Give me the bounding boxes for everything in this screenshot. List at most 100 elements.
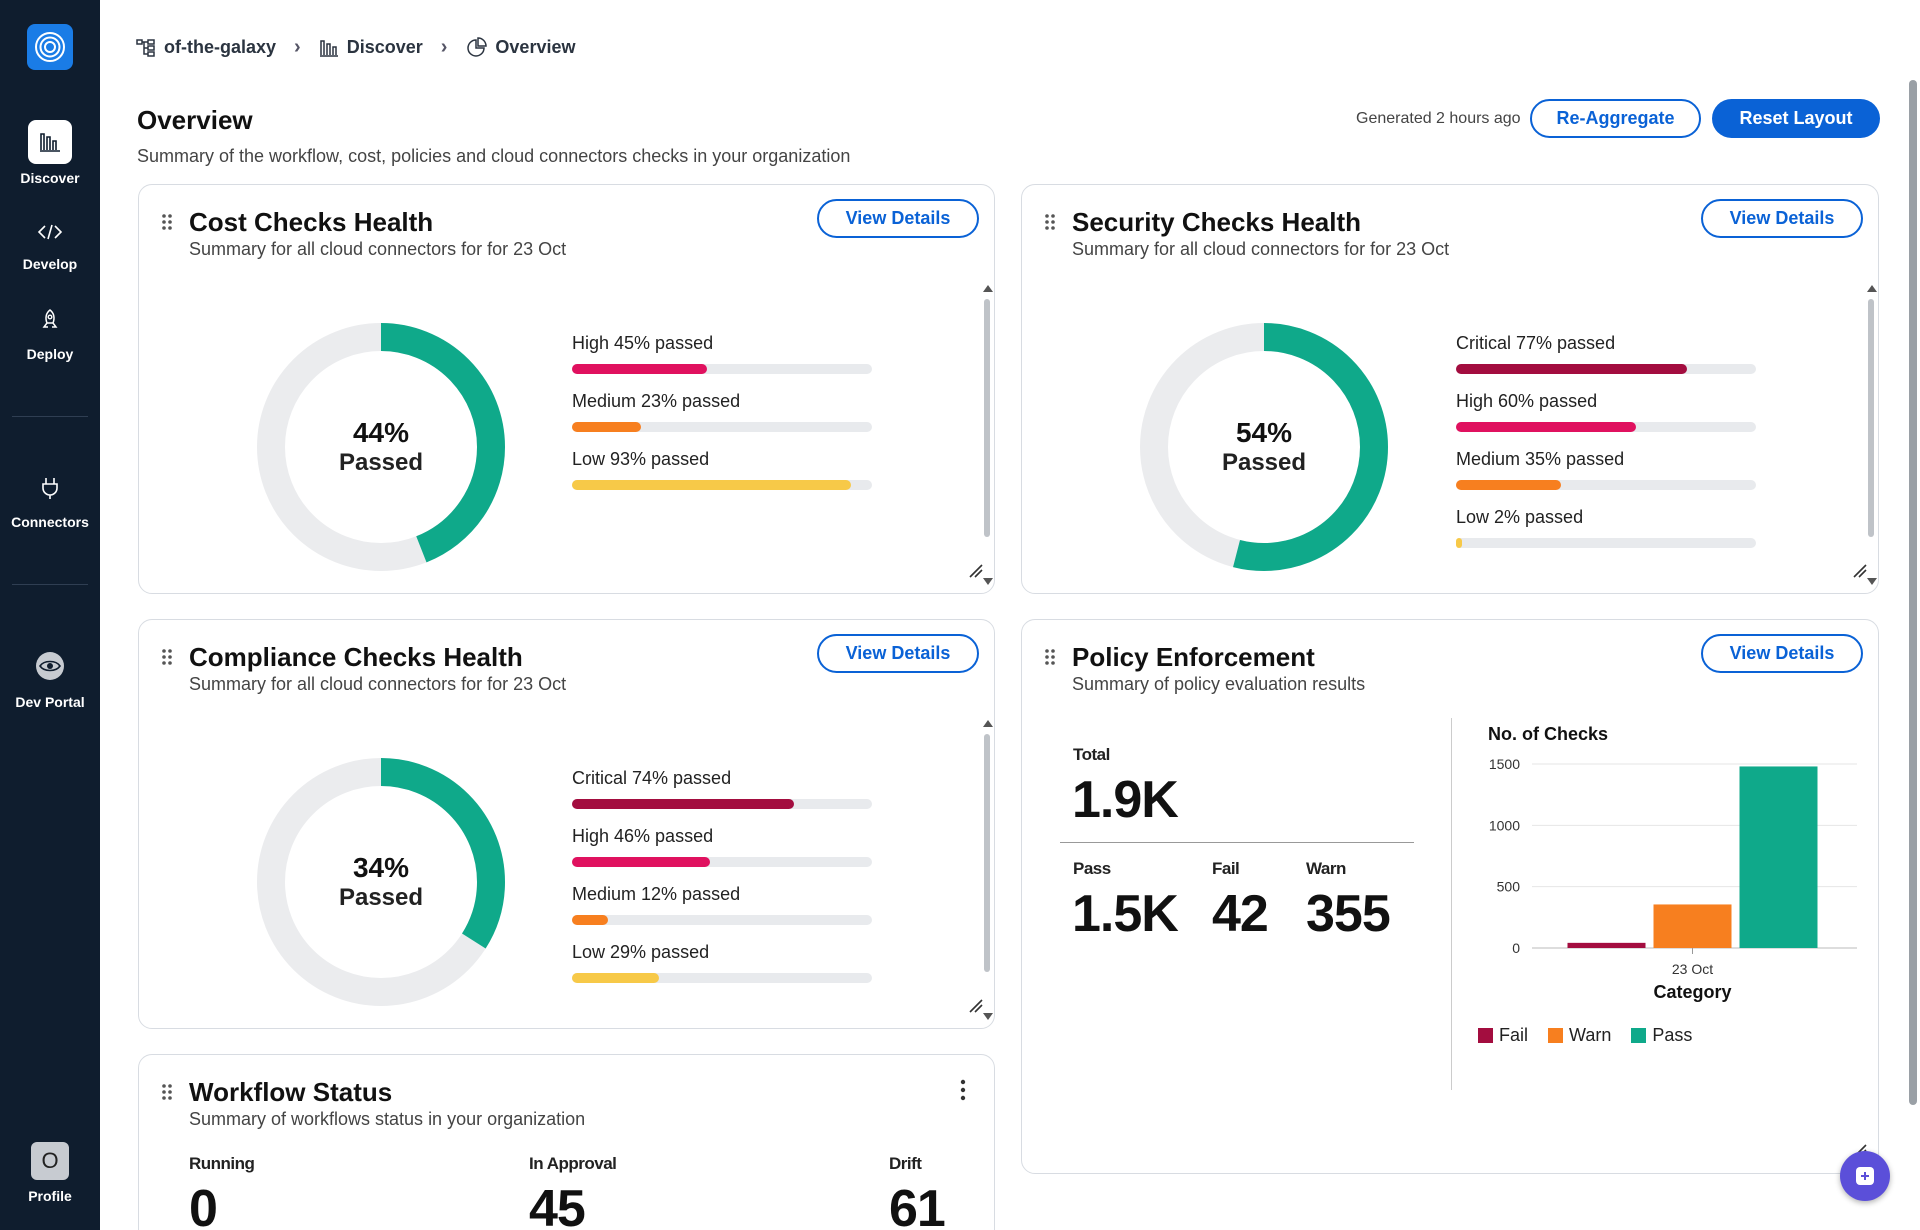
compliance-donut <box>257 758 505 1006</box>
page-scrollbar[interactable] <box>1909 80 1917 1105</box>
drag-handle-icon[interactable] <box>1044 648 1056 666</box>
card-subtitle: Summary of workflows status in your orga… <box>189 1109 586 1129</box>
view-details-button[interactable]: View Details <box>1701 634 1863 673</box>
y-tick-label: 1000 <box>1489 817 1520 833</box>
scrollbar[interactable] <box>984 299 990 537</box>
progress-label: Critical 74% passed <box>572 768 732 788</box>
resize-handle-icon[interactable] <box>968 998 984 1014</box>
scroll-up-arrow[interactable] <box>983 720 993 727</box>
bar-fail[interactable] <box>1567 942 1646 948</box>
sidebar-item-discover[interactable]: Discover <box>0 120 100 186</box>
progress-fill <box>1456 480 1561 490</box>
chat-icon <box>1856 1167 1874 1185</box>
card-title: Policy Enforcement <box>1072 642 1315 672</box>
view-details-button[interactable]: View Details <box>1701 199 1863 238</box>
drag-handle-icon[interactable] <box>161 648 173 666</box>
breadcrumb-page-label: Overview <box>495 37 576 57</box>
policy-enforcement-card: Policy Enforcement Summary of policy eva… <box>1021 619 1879 1174</box>
stats-divider <box>1060 842 1414 843</box>
warn-value: 355 <box>1306 885 1391 943</box>
fail-value: 42 <box>1212 885 1269 943</box>
donut-percent: 44% <box>352 417 410 448</box>
panel-divider <box>1451 718 1452 1090</box>
drift-label: Drift <box>889 1154 922 1173</box>
security-donut <box>1140 323 1388 571</box>
scrollbar[interactable] <box>1868 299 1874 537</box>
code-icon <box>28 210 72 254</box>
progress-track <box>1456 480 1756 490</box>
progress-row: High 46% passed <box>572 826 872 884</box>
compliance-checks-card: Compliance Checks Health Summary for all… <box>138 619 995 1029</box>
progress-label: Low 2% passed <box>1456 507 1584 527</box>
progress-row: Critical 74% passed <box>572 768 872 826</box>
resize-handle-icon[interactable] <box>1852 563 1868 579</box>
breadcrumb-org-label: of-the-galaxy <box>164 37 277 57</box>
card-subtitle: Summary of policy evaluation results <box>1072 674 1366 694</box>
avatar: O <box>31 1142 69 1180</box>
scroll-down-arrow[interactable] <box>1867 578 1877 585</box>
in-approval-label: In Approval <box>529 1154 617 1173</box>
chat-fab-button[interactable] <box>1840 1151 1890 1201</box>
progress-row: High 60% passed <box>1456 391 1756 449</box>
progress-label: Medium 23% passed <box>572 391 741 411</box>
drift-value: 61 <box>889 1180 946 1230</box>
running-value: 0 <box>189 1180 218 1230</box>
legend-item-warn[interactable]: Warn <box>1548 1025 1611 1046</box>
progress-label: High 46% passed <box>572 826 714 846</box>
sidebar-item-develop[interactable]: Develop <box>0 210 100 272</box>
sidebar-item-label: Profile <box>28 1188 72 1204</box>
reset-layout-button[interactable]: Reset Layout <box>1712 99 1880 138</box>
progress-row: Low 2% passed <box>1456 507 1756 565</box>
breadcrumb-org[interactable]: of-the-galaxy <box>136 37 276 58</box>
donut-passed-arc <box>257 758 505 1006</box>
legend-item-pass[interactable]: Pass <box>1631 1025 1692 1046</box>
page-subtitle: Summary of the workflow, cost, policies … <box>137 146 851 166</box>
progress-track <box>1456 538 1756 548</box>
drag-handle-icon[interactable] <box>161 1083 173 1101</box>
reaggregate-button[interactable]: Re-Aggregate <box>1530 99 1701 138</box>
bar-warn[interactable] <box>1653 904 1732 948</box>
total-label: Total <box>1073 745 1110 764</box>
drag-handle-icon[interactable] <box>161 213 173 231</box>
legend-swatch <box>1548 1028 1564 1043</box>
bar-pass[interactable] <box>1739 766 1818 948</box>
portal-icon <box>28 644 72 688</box>
sidebar-item-connectors[interactable]: Connectors <box>0 466 100 530</box>
card-subtitle: Summary for all cloud connectors for for… <box>189 674 567 694</box>
pie-chart-icon <box>467 36 488 57</box>
view-details-button[interactable]: View Details <box>817 634 979 673</box>
chart-legend: Fail Warn Pass <box>1478 1025 1692 1046</box>
scroll-up-arrow[interactable] <box>1867 285 1877 292</box>
resize-handle-icon[interactable] <box>968 563 984 579</box>
scroll-up-arrow[interactable] <box>983 285 993 292</box>
sidebar-item-profile[interactable]: O Profile <box>0 1142 100 1204</box>
more-options-icon[interactable] <box>959 1079 967 1101</box>
chevron-right-icon: › <box>440 36 448 58</box>
scrollbar[interactable] <box>984 734 990 972</box>
drag-handle-icon[interactable] <box>1044 213 1056 231</box>
sidebar: Discover Develop Deploy Connectors Dev P… <box>0 0 100 1230</box>
breadcrumb-section[interactable]: Discover <box>319 37 423 58</box>
donut-passed-label: Passed <box>338 449 424 476</box>
scroll-down-arrow[interactable] <box>983 1013 993 1020</box>
progress-fill <box>572 915 608 925</box>
compliance-bars: Critical 74% passed High 46% passed Medium… <box>572 768 872 1000</box>
donut-passed-arc <box>1140 323 1388 571</box>
y-tick-label: 0 <box>1512 940 1520 956</box>
progress-label: Low 93% passed <box>572 449 710 469</box>
sidebar-divider <box>12 584 88 585</box>
app-logo[interactable] <box>27 24 73 70</box>
progress-row: Medium 23% passed <box>572 391 872 449</box>
sidebar-item-label: Deploy <box>26 346 74 362</box>
pass-label: Pass <box>1073 859 1111 878</box>
cost-bars: High 45% passed Medium 23% passed Low 93% … <box>572 333 872 507</box>
donut-center-label: 34% Passed <box>256 852 506 912</box>
scroll-down-arrow[interactable] <box>983 578 993 585</box>
checks-bar-chart: No. of Checks 0 500 1000 1500 23 Oct Category <box>1488 724 1857 1002</box>
progress-track <box>1456 364 1756 374</box>
view-details-button[interactable]: View Details <box>817 199 979 238</box>
sidebar-item-dev-portal[interactable]: Dev Portal <box>0 644 100 710</box>
sidebar-item-deploy[interactable]: Deploy <box>0 298 100 362</box>
legend-item-fail[interactable]: Fail <box>1478 1025 1528 1046</box>
logo-icon <box>35 32 65 62</box>
